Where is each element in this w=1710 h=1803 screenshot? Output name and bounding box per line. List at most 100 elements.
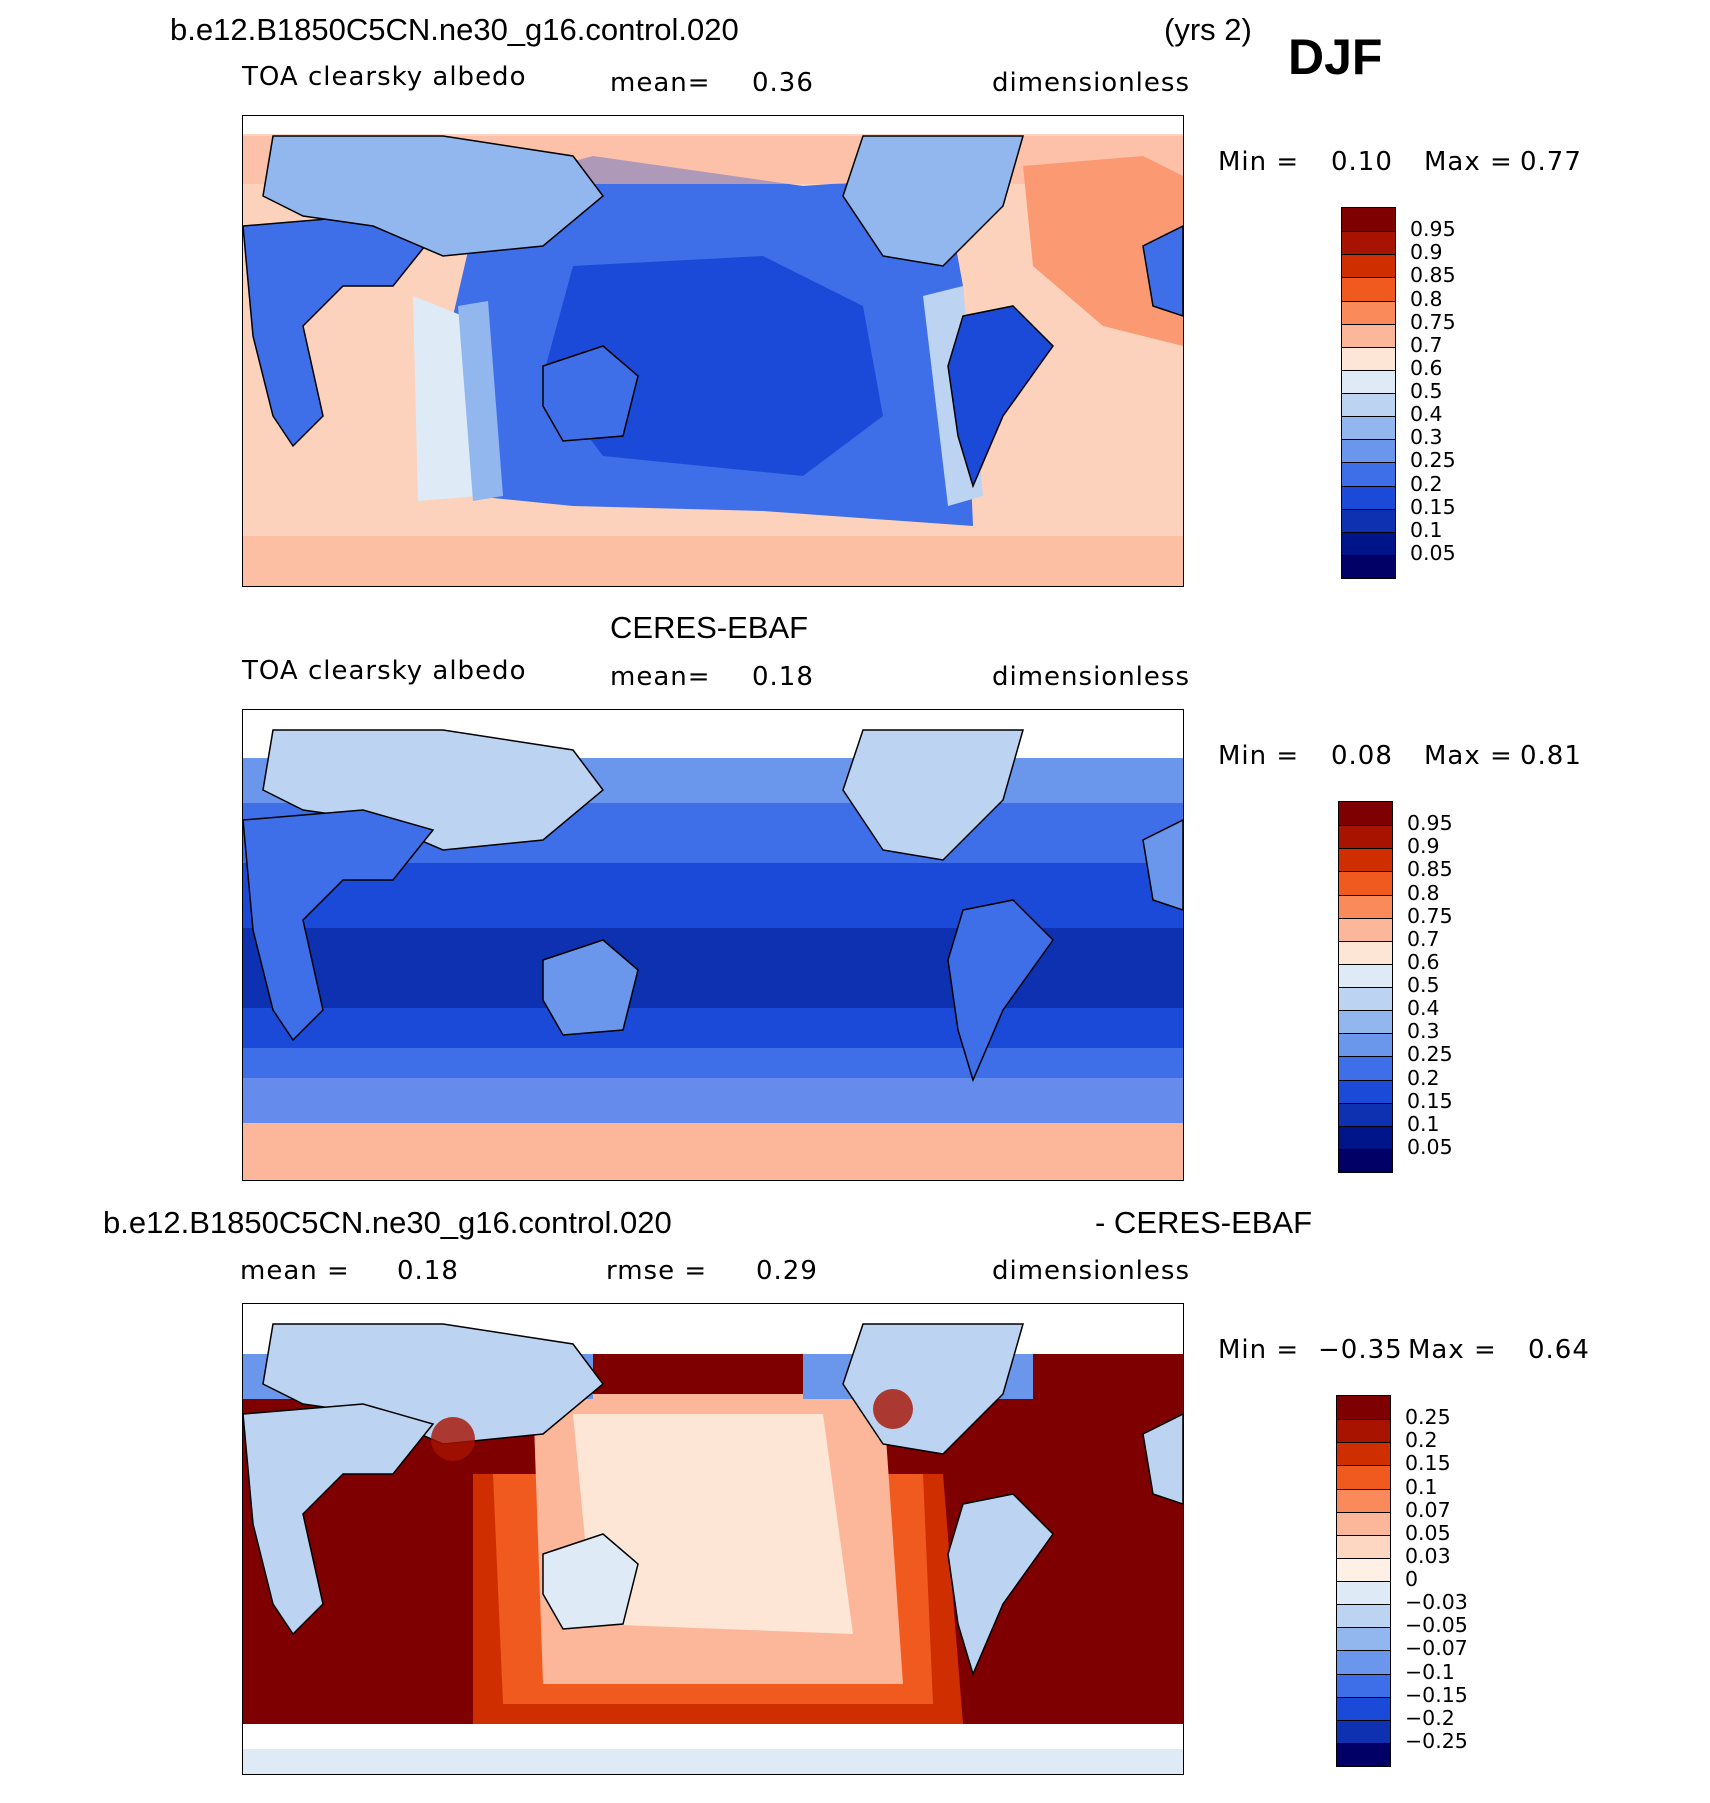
panel1-min-value: 0.10 — [1331, 147, 1393, 177]
colorbar-box — [1337, 1557, 1390, 1581]
colorbar-box — [1342, 462, 1395, 486]
colorbar-level-label: 0.6 — [1407, 949, 1440, 974]
colorbar-level-label: −0.07 — [1405, 1636, 1468, 1661]
colorbar-box — [1337, 1742, 1390, 1766]
colorbar-level-label: 0.6 — [1410, 355, 1443, 380]
colorbar-box — [1339, 940, 1392, 964]
colorbar-level-label: 0.05 — [1405, 1520, 1451, 1545]
colorbar-level-label: −0.1 — [1405, 1659, 1455, 1684]
panel2-min-label: Min = — [1218, 741, 1300, 771]
colorbar-box — [1342, 393, 1395, 417]
panel3-mean-value: 0.18 — [397, 1256, 459, 1286]
colorbar-box — [1342, 531, 1395, 555]
colorbar-level-label: −0.03 — [1405, 1590, 1468, 1615]
colorbar-box — [1342, 439, 1395, 463]
colorbar-level-label: 0.85 — [1407, 857, 1453, 882]
colorbar-level-label: 0.1 — [1410, 517, 1443, 542]
colorbar-level-label: 0.8 — [1407, 880, 1440, 905]
colorbar-level-label: 0.05 — [1407, 1134, 1453, 1159]
panel1-max-label: Max = — [1424, 147, 1513, 177]
colorbar-box — [1339, 1033, 1392, 1057]
colorbar-box — [1337, 1627, 1390, 1651]
colorbar-level-label: 0.7 — [1407, 926, 1440, 951]
colorbar-level-label: 0.4 — [1410, 402, 1443, 427]
panel3-heading-left: b.e12.B1850C5CN.ne30_g16.control.020 — [103, 1205, 672, 1240]
panel2-variable: TOA clearsky albedo — [242, 656, 527, 686]
season-label: DJF — [1288, 29, 1383, 85]
colorbar-box — [1337, 1511, 1390, 1535]
panel3-map — [242, 1303, 1184, 1775]
panel2-mean-label: mean= — [610, 662, 711, 692]
colorbar-box — [1342, 208, 1395, 232]
colorbar-level-label: 0.05 — [1410, 540, 1456, 565]
colorbar-box — [1342, 346, 1395, 370]
colorbar-box — [1342, 485, 1395, 509]
colorbar-box — [1339, 1102, 1392, 1126]
colorbar-box — [1339, 802, 1392, 826]
colorbar-box — [1337, 1442, 1390, 1466]
colorbar-level-label: 0.75 — [1410, 309, 1456, 334]
colorbar-level-label: 0 — [1405, 1567, 1419, 1591]
colorbar-level-label: −0.2 — [1405, 1705, 1455, 1730]
colorbar-level-label: 0.5 — [1407, 973, 1440, 997]
panel2-heading: CERES-EBAF — [610, 610, 809, 645]
colorbar-level-label: 0.2 — [1407, 1065, 1440, 1090]
colorbar-box — [1342, 231, 1395, 255]
colorbar-level-label: −0.25 — [1405, 1728, 1468, 1753]
panel3-max-label: Max = — [1408, 1335, 1497, 1365]
panel1-map-svg — [243, 116, 1183, 586]
colorbar-level-label: 0.9 — [1410, 240, 1443, 265]
panel1-colorbar — [1341, 207, 1396, 579]
colorbar-box — [1339, 1010, 1392, 1034]
colorbar-level-label: 0.3 — [1410, 425, 1443, 450]
colorbar-level-label: 0.3 — [1407, 1019, 1440, 1044]
colorbar-level-label: 0.1 — [1407, 1111, 1440, 1136]
years-label: (yrs 2) — [1164, 12, 1252, 47]
colorbar-level-label: 0.75 — [1407, 903, 1453, 928]
colorbar-level-label: 0.8 — [1410, 286, 1443, 311]
panel3-heading-right: - CERES-EBAF — [1095, 1205, 1313, 1240]
colorbar-level-label: 0.25 — [1405, 1405, 1451, 1430]
colorbar-box — [1342, 369, 1395, 393]
panel3-mean-label: mean = — [240, 1256, 350, 1286]
panel3-rmse-label: rmse = — [606, 1256, 708, 1286]
colorbar-level-label: 0.15 — [1407, 1088, 1453, 1113]
colorbar-box — [1337, 1650, 1390, 1674]
colorbar-level-label: −0.15 — [1405, 1682, 1468, 1707]
colorbar-level-label: 0.25 — [1410, 448, 1456, 473]
colorbar-level-label: 0.2 — [1405, 1428, 1438, 1453]
panel1-variable: TOA clearsky albedo — [242, 62, 527, 92]
colorbar-box — [1342, 277, 1395, 301]
panel3-map-svg — [243, 1304, 1183, 1774]
panel3-min-label: Min = — [1218, 1335, 1300, 1365]
colorbar-box — [1339, 1125, 1392, 1149]
colorbar-level-label: 0.25 — [1407, 1042, 1453, 1067]
colorbar-level-label: 0.07 — [1405, 1497, 1451, 1522]
colorbar-level-label: 0.95 — [1410, 217, 1456, 242]
panel3-rmse-value: 0.29 — [756, 1256, 818, 1286]
colorbar-box — [1339, 825, 1392, 849]
colorbar-box — [1339, 963, 1392, 987]
colorbar-box — [1339, 1056, 1392, 1080]
panel1-map — [242, 115, 1184, 587]
panel3-units: dimensionless — [992, 1256, 1190, 1286]
panel3-colorbar — [1336, 1395, 1391, 1767]
colorbar-box — [1339, 1148, 1392, 1172]
colorbar-level-label: 0.9 — [1407, 834, 1440, 859]
colorbar-level-label: 0.85 — [1410, 263, 1456, 288]
colorbar-box — [1337, 1488, 1390, 1512]
panel1-min-label: Min = — [1218, 147, 1300, 177]
colorbar-box — [1339, 987, 1392, 1011]
colorbar-box — [1342, 323, 1395, 347]
colorbar-level-label: 0.1 — [1405, 1474, 1438, 1499]
colorbar-box — [1337, 1465, 1390, 1489]
colorbar-level-label: 0.15 — [1410, 494, 1456, 519]
colorbar-level-label: 0.5 — [1410, 379, 1443, 403]
colorbar-box — [1337, 1719, 1390, 1743]
panel3-max-value: 0.64 — [1528, 1335, 1590, 1365]
colorbar-box — [1342, 508, 1395, 532]
colorbar-box — [1342, 554, 1395, 578]
colorbar-box — [1337, 1604, 1390, 1628]
panel2-map — [242, 709, 1184, 1181]
colorbar-box — [1339, 848, 1392, 872]
